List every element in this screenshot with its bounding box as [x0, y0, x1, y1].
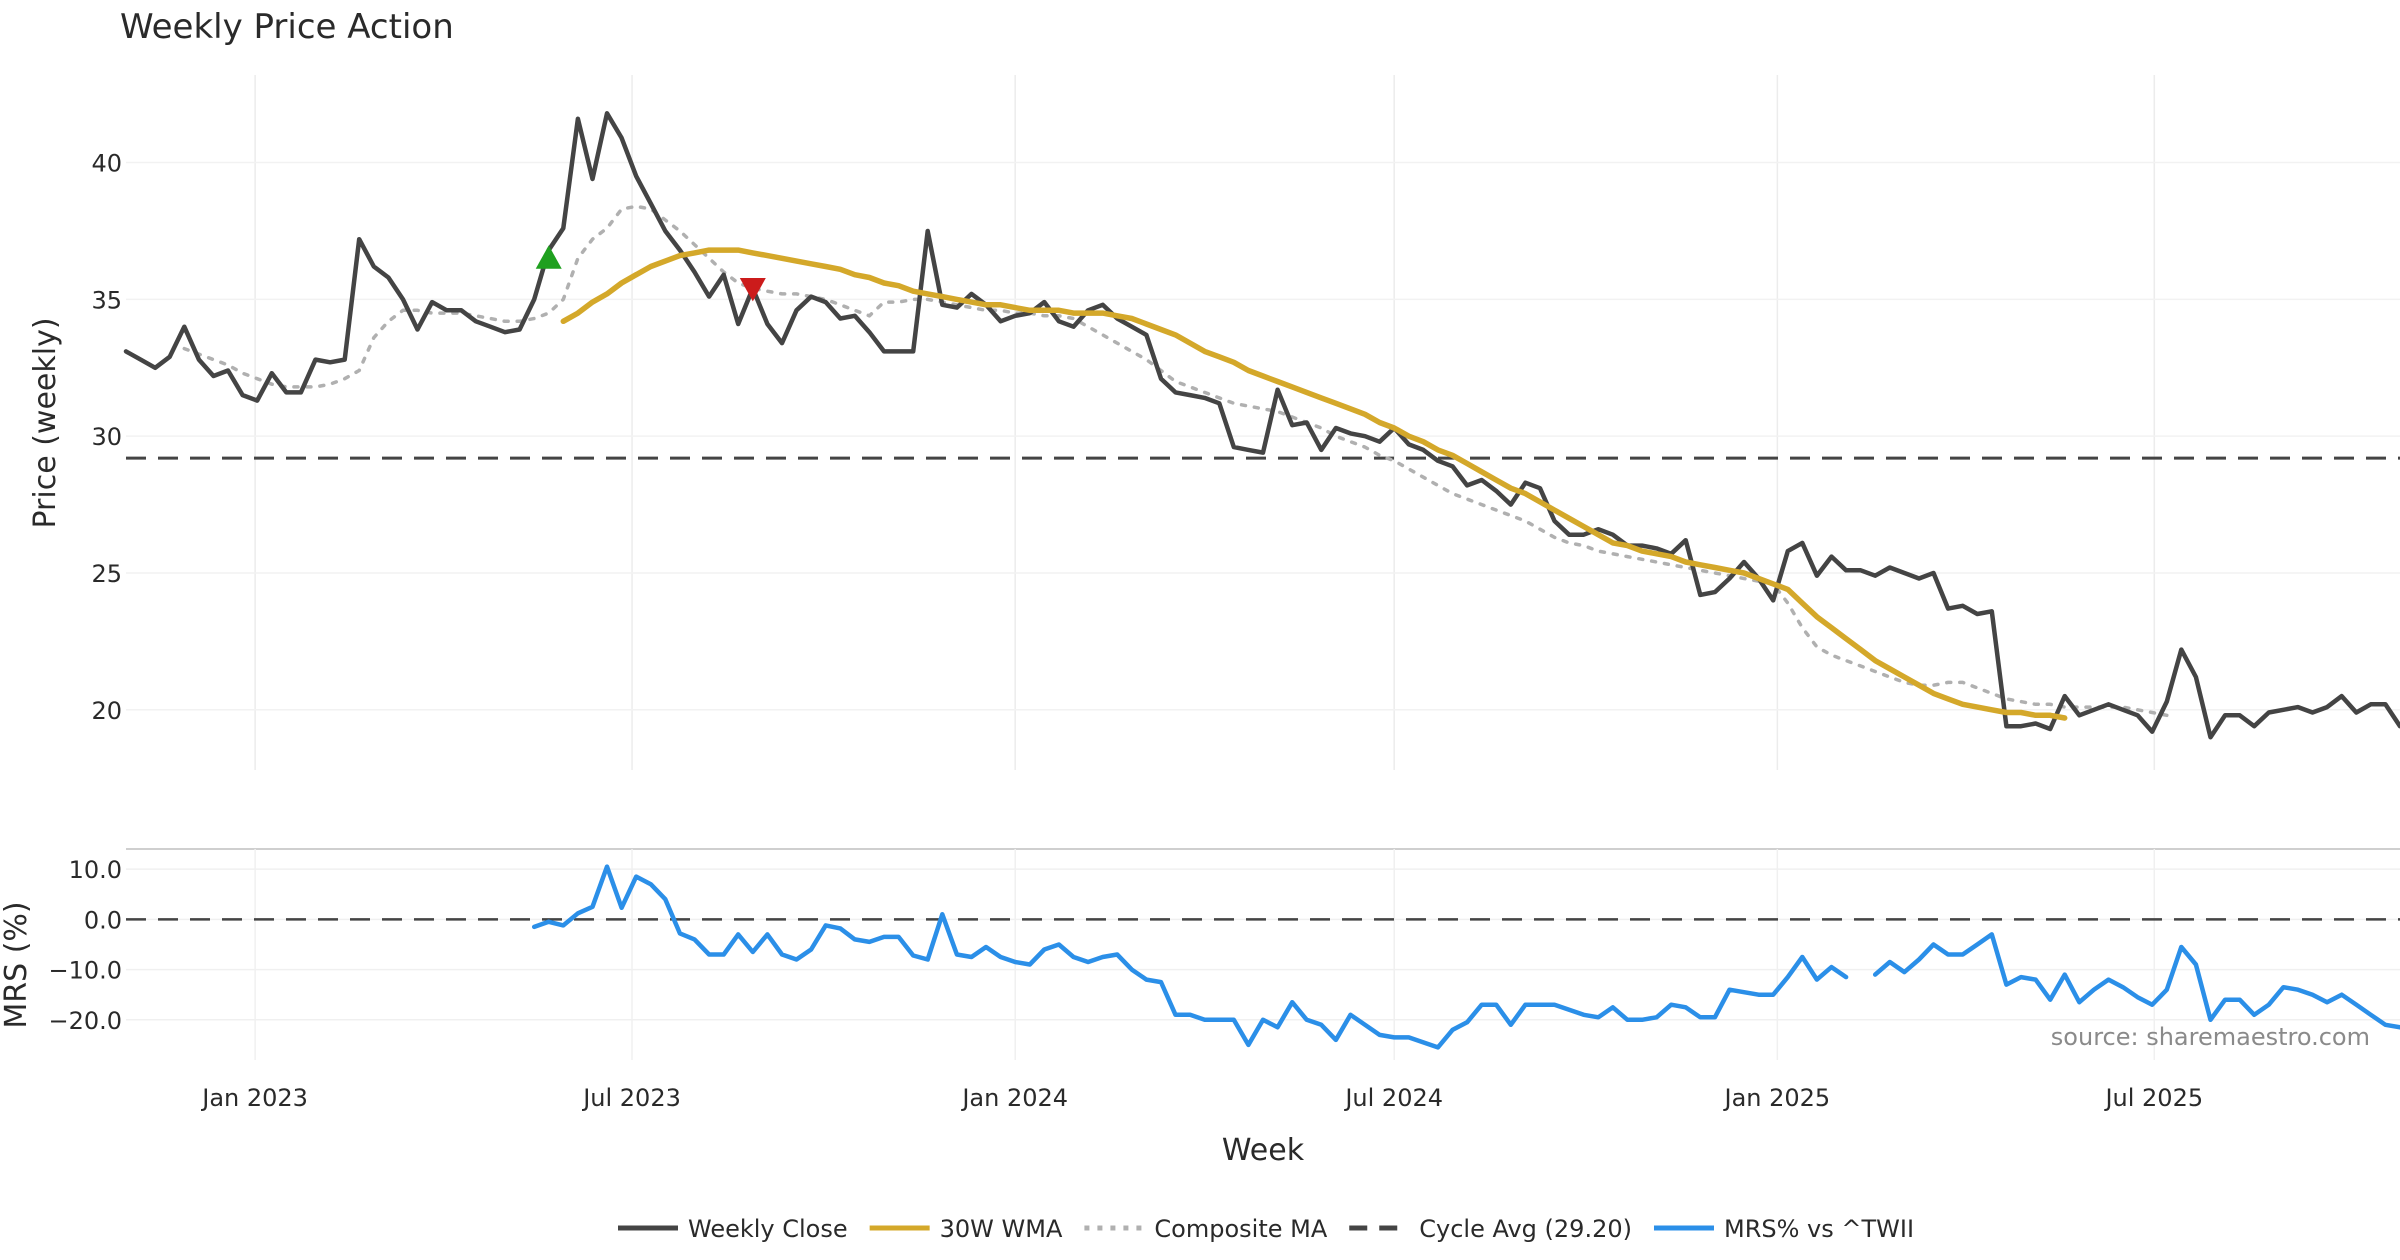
x-tick-jul-2024: Jul 2024 — [1343, 1084, 1443, 1112]
x-tick-jan-2024: Jan 2024 — [960, 1084, 1068, 1112]
legend-label-30w-wma: 30W WMA — [940, 1215, 1063, 1243]
sell-signal-marker — [739, 278, 766, 302]
legend-item-mrs-vs-twii: MRS% vs ^TWII — [1653, 1215, 1914, 1243]
price-y-tick-labels: 20 25 30 35 40 — [91, 150, 122, 725]
mrs-y-tick-labels: 10.0 0.0 −10.0 −20.0 — [48, 856, 122, 1035]
mrs-y-tick-2: −10.0 — [48, 957, 122, 985]
signal-markers — [535, 245, 766, 302]
legend-label-cycle-avg-29-20: Cycle Avg (29.20) — [1419, 1215, 1632, 1243]
legend-item-composite-ma: Composite MA — [1084, 1215, 1328, 1243]
mrs-y-axis-title: MRS (%) — [0, 901, 34, 1028]
legend-label-weekly-close: Weekly Close — [688, 1215, 848, 1243]
mrs-y-tick-3: −20.0 — [48, 1007, 122, 1035]
price-series — [123, 111, 2400, 740]
legend-item-weekly-close: Weekly Close — [618, 1215, 848, 1243]
buy-signal-marker — [535, 245, 562, 269]
x-tick-jan-2025: Jan 2025 — [1723, 1084, 1831, 1112]
mrs-y-tick-1: 0.0 — [84, 906, 122, 934]
source-note: source: sharemaestro.com — [2051, 1023, 2370, 1051]
series-weekly-close-line — [123, 111, 2400, 740]
series-mrs-vs-twii-line — [531, 864, 2400, 1050]
legend-item-30w-wma: 30W WMA — [869, 1215, 1063, 1243]
price-gridlines — [126, 75, 2400, 770]
series-30w-wma-line — [560, 247, 2068, 721]
x-tick-jan-2023: Jan 2023 — [200, 1084, 308, 1112]
price-y-tick-30: 30 — [91, 423, 122, 451]
x-axis-title: Week — [1222, 1133, 1305, 1168]
price-y-axis-title: Price (weekly) — [28, 317, 63, 528]
legend-label-composite-ma: Composite MA — [1154, 1215, 1327, 1243]
price-panel: 20 25 30 35 40 Price (weekly) — [28, 75, 2400, 770]
x-tick-jul-2023: Jul 2023 — [581, 1084, 681, 1112]
legend: Weekly Close 30W WMA Composite MA Cycle Avg… — [618, 1215, 1914, 1243]
price-y-tick-35: 35 — [91, 286, 122, 314]
mrs-y-tick-0: 10.0 — [69, 856, 122, 884]
chart-title: Weekly Price Action — [120, 7, 454, 47]
legend-label-mrs-vs-twii: MRS% vs ^TWII — [1724, 1215, 1914, 1243]
mrs-panel: 10.0 0.0 −10.0 −20.0 MRS (%) source: sharem… — [0, 848, 2400, 1060]
x-tick-jul-2025: Jul 2025 — [2103, 1084, 2203, 1112]
series-composite-ma-line — [182, 204, 2169, 718]
price-y-tick-20: 20 — [91, 697, 122, 725]
price-y-tick-40: 40 — [91, 150, 122, 178]
legend-item-cycle-avg-29-20: Cycle Avg (29.20) — [1349, 1215, 1632, 1243]
mrs-series — [531, 864, 2400, 1050]
x-tick-labels: Jan 2023 Jul 2023 Jan 2024 Jul 2024 Jan 2025… — [200, 1084, 2203, 1112]
price-y-tick-25: 25 — [91, 560, 122, 588]
